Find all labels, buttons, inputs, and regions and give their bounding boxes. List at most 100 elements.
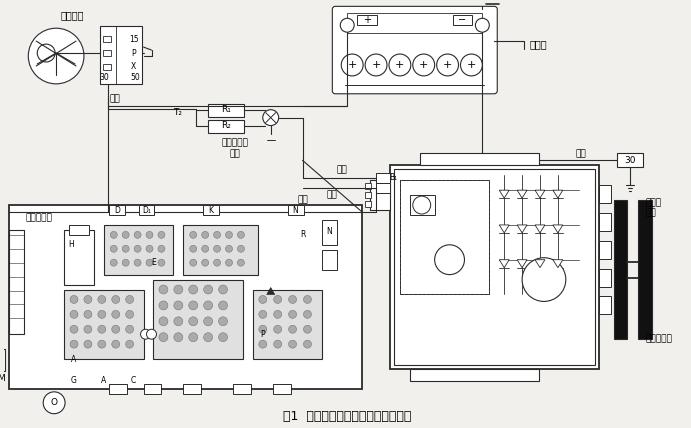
Bar <box>108 205 124 215</box>
Bar <box>103 50 111 56</box>
Circle shape <box>202 245 209 252</box>
Bar <box>153 279 243 359</box>
Circle shape <box>126 340 133 348</box>
Text: 黑色: 黑色 <box>576 149 586 158</box>
Circle shape <box>259 310 267 318</box>
Circle shape <box>98 295 106 303</box>
Text: 起动发
电机: 起动发 电机 <box>645 198 661 218</box>
Circle shape <box>225 245 232 252</box>
Text: 50: 50 <box>131 73 140 82</box>
Text: R₂: R₂ <box>221 121 231 130</box>
Circle shape <box>98 325 106 333</box>
Circle shape <box>140 329 151 339</box>
Circle shape <box>225 259 232 266</box>
Circle shape <box>289 310 296 318</box>
Polygon shape <box>553 260 563 268</box>
Bar <box>365 183 371 189</box>
Bar <box>69 225 89 235</box>
Circle shape <box>98 310 106 318</box>
Circle shape <box>112 295 120 303</box>
Text: B₁: B₁ <box>389 173 397 182</box>
Bar <box>598 185 611 203</box>
Text: 蓝色: 蓝色 <box>229 149 240 158</box>
Bar <box>400 180 489 294</box>
Circle shape <box>112 340 120 348</box>
Text: 光电指示灯: 光电指示灯 <box>222 138 248 147</box>
Circle shape <box>146 329 156 339</box>
Bar <box>144 384 162 394</box>
Bar <box>598 241 611 259</box>
Circle shape <box>111 259 117 266</box>
Bar <box>64 230 94 285</box>
Circle shape <box>84 325 92 333</box>
Circle shape <box>174 333 183 342</box>
Text: +: + <box>443 60 453 70</box>
Circle shape <box>122 259 129 266</box>
Polygon shape <box>517 190 527 198</box>
Bar <box>139 205 155 215</box>
Circle shape <box>259 295 267 303</box>
Text: M: M <box>0 374 6 383</box>
Bar <box>365 201 371 207</box>
Polygon shape <box>499 225 509 233</box>
Circle shape <box>84 295 92 303</box>
Bar <box>253 289 323 359</box>
Circle shape <box>303 340 312 348</box>
Text: +: + <box>371 60 381 70</box>
Bar <box>103 36 111 42</box>
Bar <box>208 104 244 117</box>
Bar <box>348 13 482 33</box>
Circle shape <box>475 18 489 32</box>
Bar <box>103 64 111 70</box>
Circle shape <box>274 295 282 303</box>
Circle shape <box>238 232 245 238</box>
Polygon shape <box>499 190 509 198</box>
Circle shape <box>111 245 117 252</box>
Bar <box>598 269 611 286</box>
Text: 黑色: 黑色 <box>109 94 120 103</box>
Text: 蓄电池: 蓄电池 <box>529 39 547 49</box>
Circle shape <box>98 340 106 348</box>
Bar <box>390 165 598 369</box>
Circle shape <box>84 310 92 318</box>
Text: 中央线路板: 中央线路板 <box>26 214 53 223</box>
Text: O: O <box>50 398 57 407</box>
Circle shape <box>174 317 183 326</box>
Circle shape <box>259 340 267 348</box>
Circle shape <box>214 259 220 266</box>
Bar <box>203 205 219 215</box>
Bar <box>410 369 539 381</box>
Circle shape <box>204 317 213 326</box>
Text: N: N <box>326 227 332 236</box>
Text: 30: 30 <box>99 73 108 82</box>
Circle shape <box>204 333 213 342</box>
Text: K: K <box>209 205 214 214</box>
Bar <box>376 183 390 193</box>
Bar <box>410 195 435 215</box>
Text: H: H <box>68 240 74 249</box>
Circle shape <box>202 259 209 266</box>
Circle shape <box>214 245 220 252</box>
Circle shape <box>174 285 183 294</box>
Circle shape <box>435 245 464 275</box>
Circle shape <box>28 28 84 84</box>
Bar <box>183 384 201 394</box>
Circle shape <box>274 310 282 318</box>
Circle shape <box>189 301 198 310</box>
Circle shape <box>189 317 198 326</box>
Text: 30: 30 <box>625 156 636 165</box>
Circle shape <box>341 54 363 76</box>
Bar <box>323 250 337 270</box>
Text: R: R <box>300 230 305 239</box>
Circle shape <box>146 245 153 252</box>
Circle shape <box>303 325 312 333</box>
Circle shape <box>159 285 168 294</box>
Text: +: + <box>395 60 404 70</box>
Bar <box>400 180 489 294</box>
Bar <box>100 26 142 84</box>
Polygon shape <box>517 260 527 268</box>
Text: P: P <box>261 330 265 339</box>
Circle shape <box>134 259 141 266</box>
Polygon shape <box>499 260 509 268</box>
Bar <box>419 153 539 165</box>
